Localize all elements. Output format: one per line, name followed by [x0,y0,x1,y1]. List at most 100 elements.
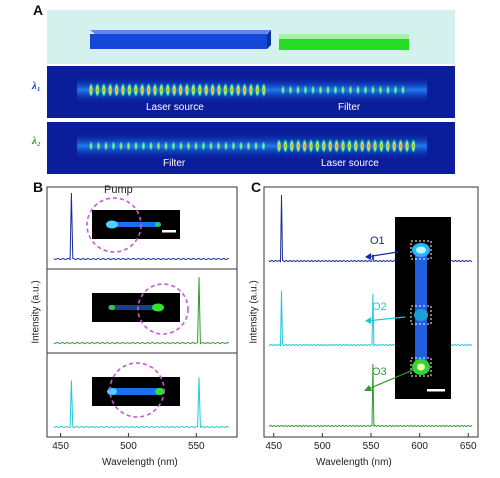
output-label-o3: O3 [372,366,387,378]
mode-spots-row1 [88,82,406,98]
mode-spot [385,84,391,96]
panel-b-subplot-3 [46,352,238,438]
mode-spot [165,82,171,98]
mode-spot [223,140,229,152]
mode-spot [385,138,391,154]
inset-b3-left-end [107,388,117,395]
mode-spot [295,84,301,96]
mode-spot [210,82,216,98]
mode-spot [114,82,120,98]
mode-spot [391,138,397,154]
mode-spot [327,138,333,154]
mode-spot [254,82,260,98]
mode-spot [184,82,190,98]
pump-circle-2 [137,283,189,335]
arrow-o2-line [365,316,406,322]
mode-spot [392,84,399,96]
row2-left-label: Filter [163,158,186,169]
mode-spot [208,140,214,152]
spectrum-trace [53,377,230,429]
spectrum-trace [53,192,230,261]
x-tick-label: 600 [411,441,428,452]
arrow-o1-line [365,251,399,258]
spectrum-trace [53,276,230,345]
panel-c-label: C [251,179,262,195]
mode-spot [378,138,384,154]
mode-spot [332,84,339,96]
panel-b-traces [53,192,230,429]
mode-spot [118,140,124,152]
lambda2-label: λ₂ [32,135,41,147]
inset-b3-right-end [155,388,165,395]
mode-spot [140,140,147,152]
inset-b1 [92,210,180,239]
mode-spot [222,82,228,98]
x-tick-label: 500 [314,441,331,452]
mode-field-row-lambda2 [47,122,455,174]
lambda1-label: λ₁ [32,80,41,92]
mode-spot [107,82,113,98]
mode-spot [235,82,241,98]
panel-b-xticks: 450 500 550 [52,433,205,452]
mode-spot [321,138,327,154]
mode-spot [261,82,267,98]
mode-field-svg-1 [77,76,427,104]
mode-spot [125,140,132,152]
mode-field-row-lambda1 [47,66,455,118]
mode-spot [110,140,117,152]
mode-spot [289,138,295,154]
mode-spot [353,138,359,154]
mode-spot [152,82,158,98]
mode-spot [245,140,252,152]
mode-spot [178,82,184,98]
panel-c-box-o2 [410,305,432,325]
panel-c-image [395,217,451,399]
inset-b3-rod [108,388,162,395]
mode-field-svg-2 [77,132,427,160]
inset-b2-hot-end [152,303,164,312]
panel-b-frames [46,186,238,438]
mode-spot [215,140,222,152]
mode-spot [260,140,267,152]
mode-spot [295,138,301,154]
spectrum-trace [268,363,473,428]
mode-spot [377,84,384,96]
inset-b1-scalebar [162,230,176,233]
mode-spot [126,82,132,98]
mode-spot [334,138,340,154]
mode-spot [197,82,203,98]
green-bar-front [279,39,409,50]
mode-spot [282,138,288,154]
mode-spot [366,138,372,154]
mode-spot [101,82,107,98]
arrow-o1-head [365,253,371,260]
panel-c-scalebar [427,389,445,392]
mode-spot [340,138,346,154]
inset-b1-green-end [155,222,161,227]
mode-spot [302,84,309,96]
inset-b2-rod [108,305,158,310]
output-label-o2: O2 [372,301,387,313]
mode-spot [190,82,196,98]
mode-spot [372,138,378,154]
mode-spot [400,84,406,96]
mode-spot [148,140,154,152]
mode-spot [310,84,316,96]
panel-c-xlabel: Wavelength (nm) [316,457,392,468]
panel-c-top-core [416,246,426,254]
mode-spot [133,140,139,152]
blue-bar-top [90,30,271,34]
row1-left-label: Laser source [146,102,204,113]
inset-b2-far-end [109,305,115,310]
mode-spot [359,138,365,154]
panel-c-bottom-core [417,363,425,371]
x-tick-label: 450 [265,441,282,452]
inset-b1-hot-end [106,220,118,229]
x-tick-label: 650 [460,441,477,452]
row1-right-label: Filter [338,102,361,113]
mode-spot [94,82,100,98]
pump-circle-1 [86,197,142,253]
green-bar-top [279,34,409,39]
row2-right-label: Laser source [321,158,379,169]
blue-bar-side [267,30,271,49]
